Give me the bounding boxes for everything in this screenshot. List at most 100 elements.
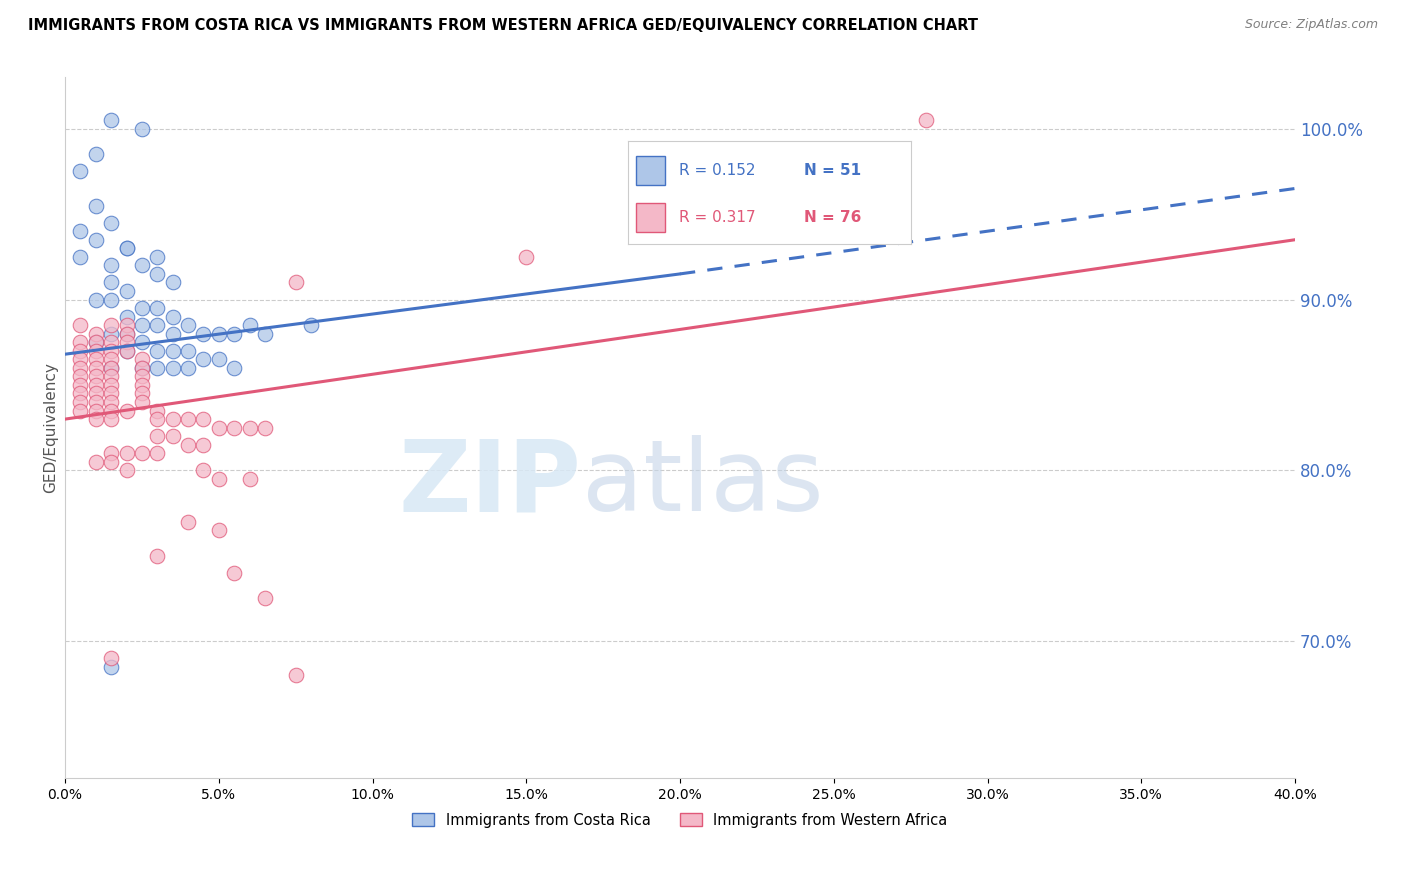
Point xyxy=(193,352,215,367)
Point xyxy=(115,326,138,341)
Point xyxy=(131,386,153,401)
Point xyxy=(238,318,260,333)
Point xyxy=(100,318,122,333)
Point xyxy=(131,395,153,409)
Point xyxy=(131,352,153,367)
Point xyxy=(100,216,122,230)
Point xyxy=(131,121,153,136)
Point xyxy=(162,360,184,375)
Point xyxy=(193,438,215,452)
Point xyxy=(115,310,138,324)
Point xyxy=(84,326,107,341)
Point xyxy=(224,360,246,375)
Point xyxy=(100,369,122,384)
Point xyxy=(208,420,231,434)
Point xyxy=(100,343,122,358)
Text: R = 0.317: R = 0.317 xyxy=(679,211,755,225)
Point xyxy=(162,343,184,358)
Point xyxy=(131,378,153,392)
Point xyxy=(84,395,107,409)
Point xyxy=(162,310,184,324)
Point xyxy=(146,429,169,443)
Text: IMMIGRANTS FROM COSTA RICA VS IMMIGRANTS FROM WESTERN AFRICA GED/EQUIVALENCY COR: IMMIGRANTS FROM COSTA RICA VS IMMIGRANTS… xyxy=(28,18,979,33)
Point xyxy=(284,276,307,290)
Point xyxy=(146,267,169,281)
Point xyxy=(515,250,537,264)
Point xyxy=(84,147,107,161)
FancyBboxPatch shape xyxy=(637,156,665,185)
Point xyxy=(100,293,122,307)
Point xyxy=(131,446,153,460)
Point xyxy=(100,446,122,460)
Text: ZIP: ZIP xyxy=(399,435,582,533)
Point xyxy=(100,412,122,426)
Point xyxy=(115,318,138,333)
Point xyxy=(253,420,276,434)
Point xyxy=(224,566,246,580)
FancyBboxPatch shape xyxy=(637,203,665,232)
Point xyxy=(100,378,122,392)
Point xyxy=(177,438,200,452)
Legend: Immigrants from Costa Rica, Immigrants from Western Africa: Immigrants from Costa Rica, Immigrants f… xyxy=(406,807,953,834)
Point xyxy=(146,301,169,315)
Point xyxy=(131,360,153,375)
Point xyxy=(84,369,107,384)
Point xyxy=(100,660,122,674)
Point xyxy=(146,446,169,460)
Point xyxy=(193,412,215,426)
Point xyxy=(238,420,260,434)
Point xyxy=(100,403,122,417)
Point xyxy=(146,360,169,375)
Point xyxy=(84,455,107,469)
Point xyxy=(69,386,91,401)
Point xyxy=(84,198,107,212)
Y-axis label: GED/Equivalency: GED/Equivalency xyxy=(44,362,58,493)
Point xyxy=(84,335,107,350)
Point xyxy=(84,386,107,401)
Point xyxy=(669,147,692,161)
Point xyxy=(69,164,91,178)
Point xyxy=(69,318,91,333)
Point xyxy=(115,446,138,460)
Point xyxy=(146,343,169,358)
Point xyxy=(115,241,138,255)
Point xyxy=(131,369,153,384)
Point xyxy=(146,250,169,264)
Text: R = 0.152: R = 0.152 xyxy=(679,162,755,178)
Point xyxy=(253,326,276,341)
Point xyxy=(69,378,91,392)
Point xyxy=(177,318,200,333)
Point xyxy=(69,369,91,384)
Point xyxy=(69,403,91,417)
Point xyxy=(146,318,169,333)
Point xyxy=(299,318,322,333)
Text: N = 51: N = 51 xyxy=(804,162,860,178)
Point xyxy=(115,326,138,341)
Point xyxy=(131,301,153,315)
Point xyxy=(69,224,91,238)
Point xyxy=(208,326,231,341)
Point xyxy=(131,258,153,272)
Point xyxy=(84,233,107,247)
Point xyxy=(69,335,91,350)
Point xyxy=(224,420,246,434)
Point xyxy=(69,343,91,358)
Point xyxy=(69,395,91,409)
Point xyxy=(162,276,184,290)
Point xyxy=(115,343,138,358)
Point xyxy=(100,386,122,401)
Point xyxy=(115,343,138,358)
Point xyxy=(69,360,91,375)
Point xyxy=(115,284,138,298)
Point xyxy=(131,318,153,333)
Point xyxy=(100,360,122,375)
Point xyxy=(238,472,260,486)
Point xyxy=(253,591,276,606)
Point xyxy=(177,412,200,426)
Point xyxy=(84,378,107,392)
Point xyxy=(146,412,169,426)
Text: N = 76: N = 76 xyxy=(804,211,860,225)
Point xyxy=(208,472,231,486)
Point xyxy=(100,326,122,341)
Point xyxy=(193,326,215,341)
